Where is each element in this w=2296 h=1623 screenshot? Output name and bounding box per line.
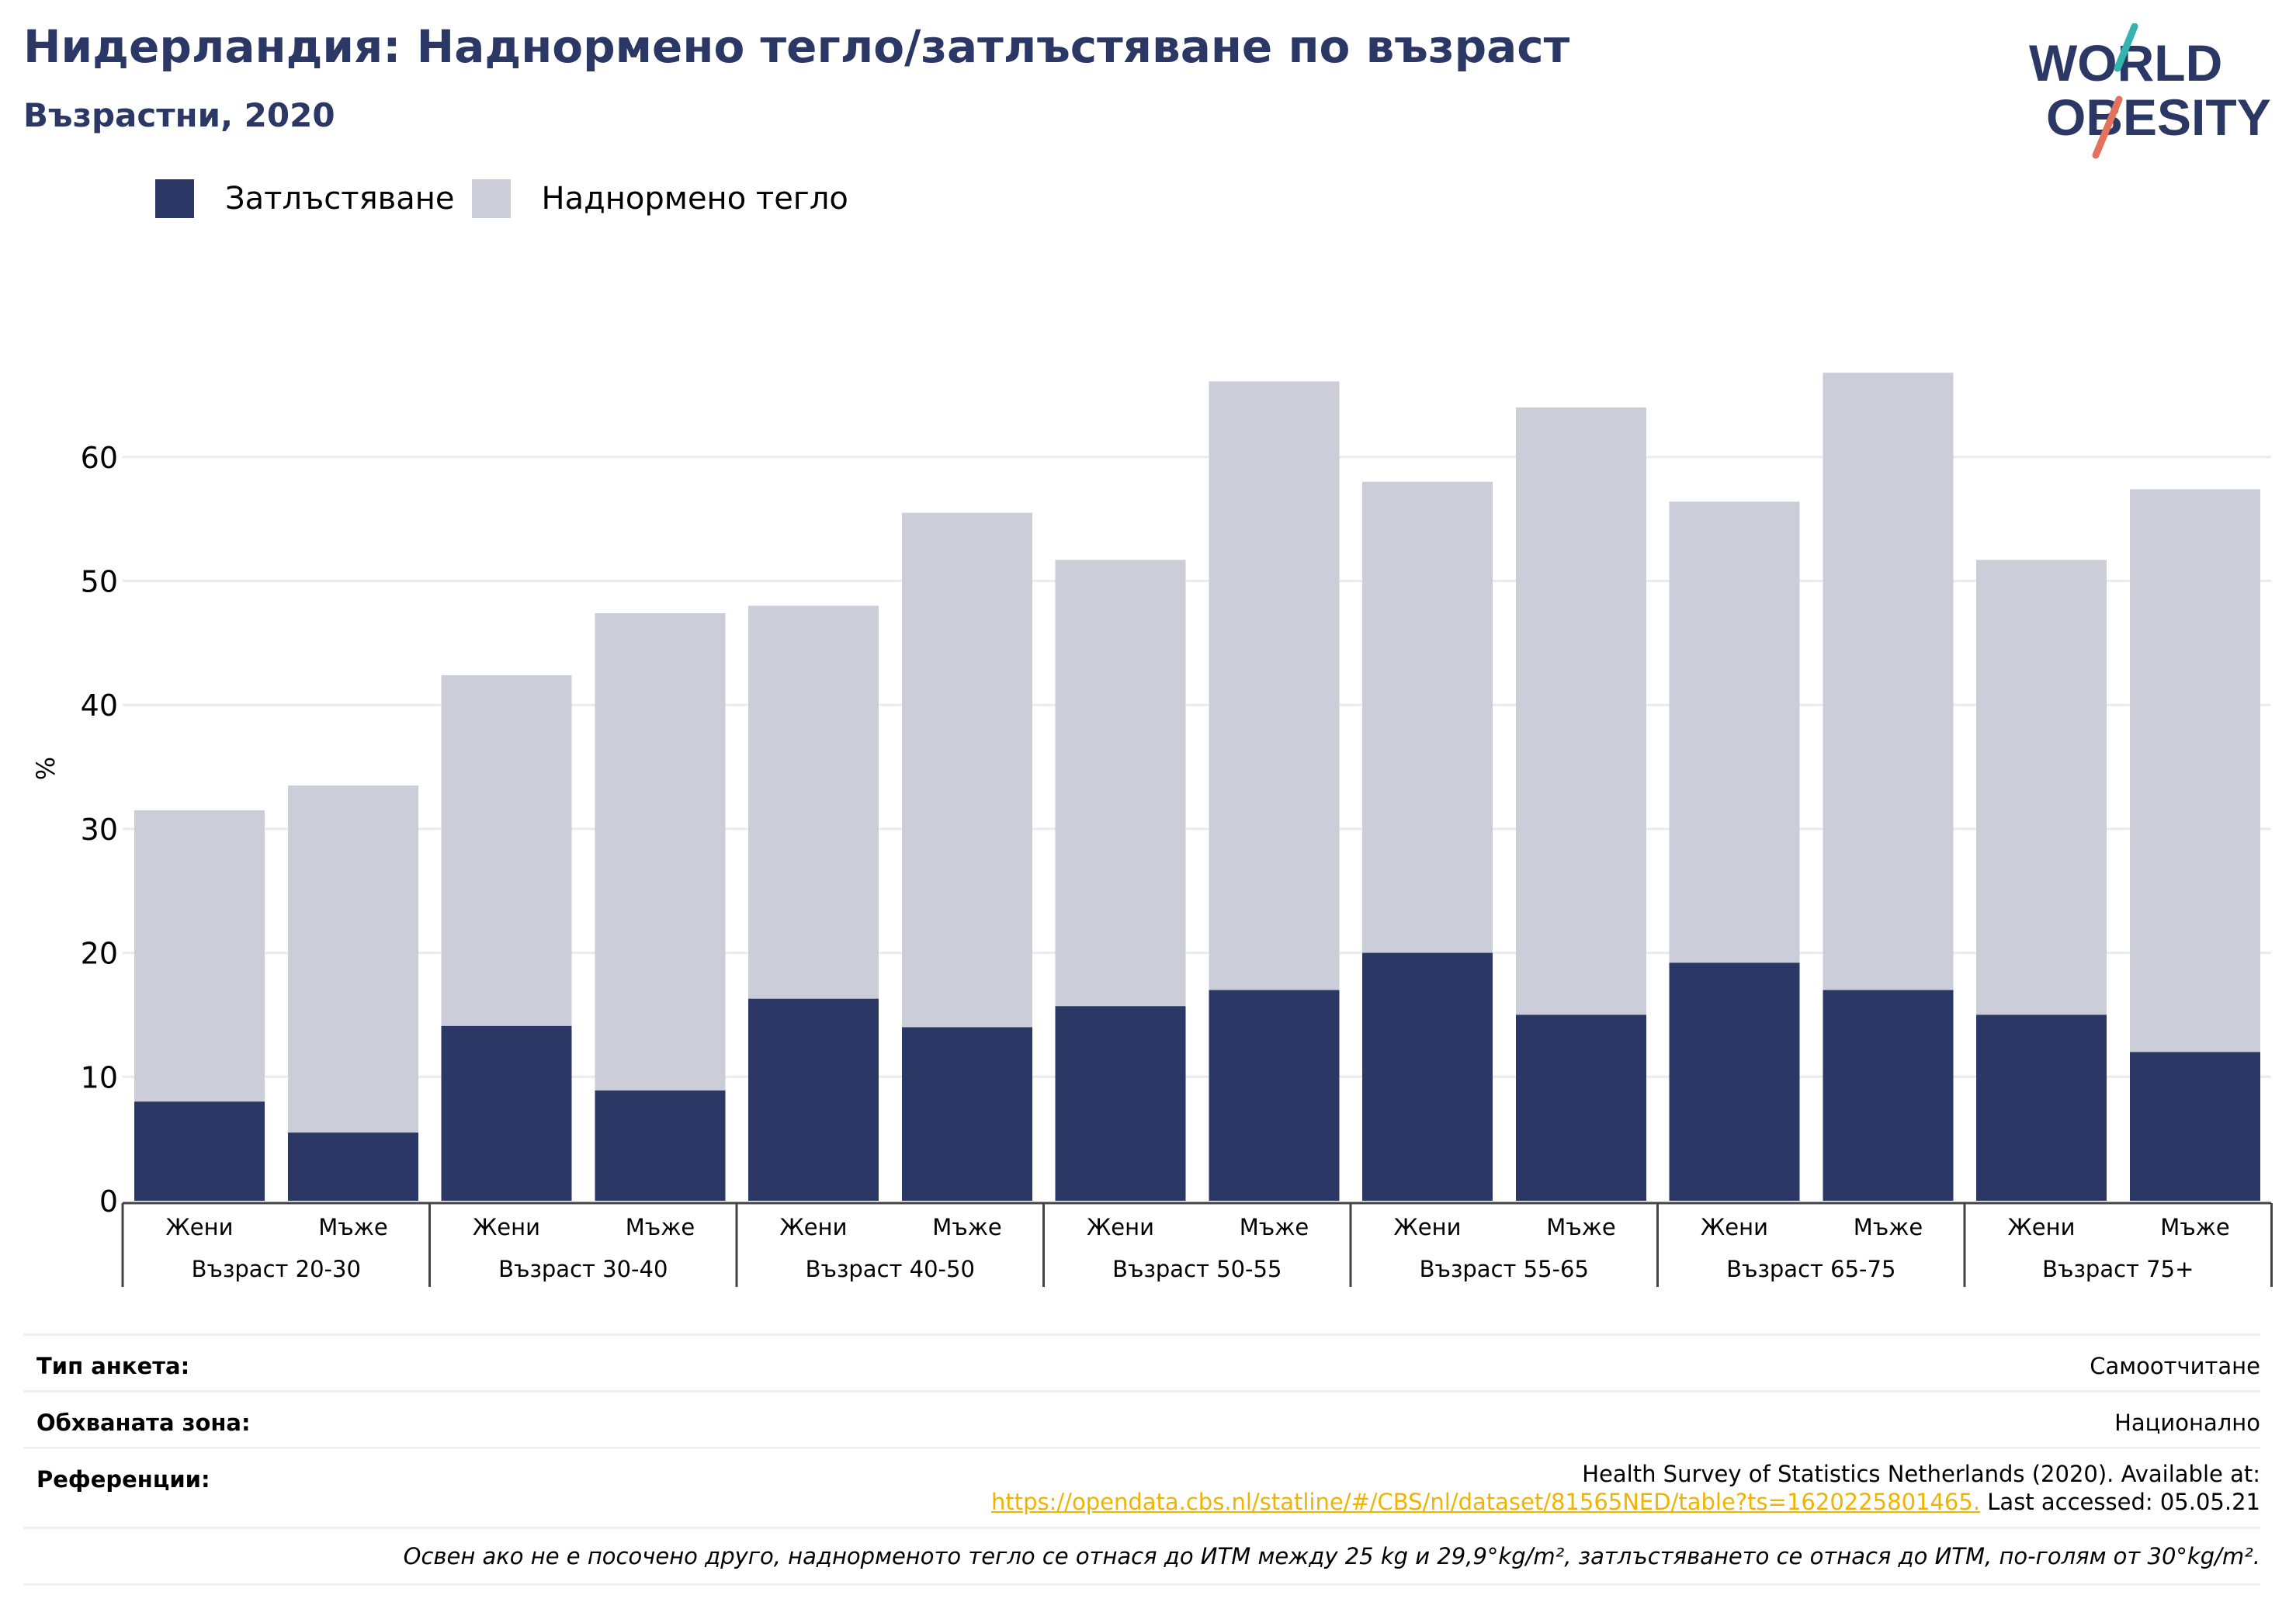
bar-obesity <box>902 1027 1032 1201</box>
bmi-definition-note: Освен ако не е посочено друго, наднормен… <box>403 1543 2260 1569</box>
bar-overweight <box>1823 373 1954 990</box>
x-tick-label-sex: Жени <box>1394 1214 1462 1240</box>
x-tick-label-sex: Жени <box>2008 1214 2076 1240</box>
x-tick-label-sex: Жени <box>1087 1214 1154 1240</box>
bar-obesity <box>1823 990 1954 1201</box>
bar-obesity <box>1516 1014 1646 1201</box>
survey-type-value: Самоотчитане <box>2090 1353 2260 1379</box>
bar-obesity <box>1209 990 1340 1201</box>
survey-type-label: Тип анкета: <box>36 1353 190 1379</box>
references-last-accessed: Last accessed: 05.05.21 <box>1980 1489 2260 1515</box>
bar-obesity <box>2130 1052 2260 1201</box>
chart-subtitle: Възрастни, 2020 <box>23 96 335 134</box>
x-tick-label-sex: Жени <box>166 1214 234 1240</box>
references-text: Health Survey of Statistics Netherlands … <box>1582 1461 2260 1487</box>
coverage-label: Обхваната зона: <box>36 1410 251 1436</box>
bar-overweight <box>902 512 1032 1028</box>
x-group-label: Възраст 40-50 <box>806 1256 975 1282</box>
references-label: Референции: <box>36 1466 210 1493</box>
footer-row-coverage: Обхваната зона: Национално <box>23 1390 2260 1447</box>
x-group-label: Възраст 55-65 <box>1420 1256 1589 1282</box>
bar-obesity <box>1055 1006 1186 1201</box>
x-tick-label-sex: Мъже <box>932 1214 1001 1240</box>
bar-overweight <box>134 810 265 1102</box>
bar-obesity <box>748 998 879 1201</box>
bar-obesity <box>134 1101 265 1201</box>
references-link[interactable]: https://opendata.cbs.nl/statline/#/CBS/n… <box>991 1489 1981 1515</box>
legend-swatch-obesity <box>155 179 194 218</box>
legend-item-obesity[interactable]: Затлъстяване <box>155 179 455 218</box>
bar-overweight <box>288 785 418 1133</box>
y-tick-label: 0 <box>99 1184 118 1219</box>
bar-overweight <box>1055 560 1186 1007</box>
footer-row-note: Освен ако не е посочено друго, наднормен… <box>23 1527 2260 1586</box>
bar-overweight <box>1669 501 1800 963</box>
bar-overweight <box>748 605 879 999</box>
bar-obesity <box>1362 952 1493 1201</box>
legend-item-overweight[interactable]: Наднормено тегло <box>471 179 848 218</box>
bar-obesity <box>1976 1014 2107 1201</box>
y-tick-label: 60 <box>81 441 118 475</box>
y-tick-label: 20 <box>81 937 118 971</box>
bar-overweight <box>1976 560 2107 1015</box>
bar-obesity <box>595 1090 726 1201</box>
x-group-label: Възраст 75+ <box>2042 1256 2194 1282</box>
bar-obesity <box>1669 962 1800 1201</box>
stacked-bar-chart: 0 10 20 30 40 50 60% Жени Мъже Жени Мъже Жени Мъже Же… <box>31 373 2273 1287</box>
x-group-label: Възраст 50-55 <box>1112 1256 1282 1282</box>
references-value: Health Survey of Statistics Netherlands … <box>991 1460 2260 1516</box>
x-tick-label-sex: Мъже <box>1854 1214 1923 1240</box>
legend-label-obesity: Затлъстяване <box>225 181 455 217</box>
x-tick-label-sex: Мъже <box>318 1214 387 1240</box>
x-tick-label-sex: Жени <box>780 1214 848 1240</box>
bar-overweight <box>1516 407 1646 1015</box>
y-tick-label: 50 <box>81 565 118 599</box>
x-group-label: Възраст 65-75 <box>1726 1256 1895 1282</box>
x-tick-label-sex: Жени <box>473 1214 540 1240</box>
bar-obesity <box>288 1132 418 1201</box>
logo-slash-coral <box>2092 95 2123 159</box>
references-link-line: https://opendata.cbs.nl/statline/#/CBS/n… <box>991 1488 2260 1516</box>
y-axis-label: % <box>31 757 61 780</box>
chart-footer: Тип анкета: Самоотчитане Обхваната зона:… <box>23 1333 2260 1586</box>
x-group-label: Възраст 20-30 <box>192 1256 361 1282</box>
bar-overweight <box>1362 481 1493 953</box>
x-tick-label-sex: Мъже <box>2160 1214 2229 1240</box>
bar-obesity <box>441 1025 572 1201</box>
y-tick-label: 40 <box>81 688 118 723</box>
bar-overweight <box>595 613 726 1091</box>
footer-row-references: Референции: Health Survey of Statistics … <box>23 1447 2260 1527</box>
x-tick-label-sex: Мъже <box>626 1214 695 1240</box>
coverage-value: Национално <box>2114 1410 2260 1436</box>
chart-title: Нидерландия: Наднормено тегло/затлъстява… <box>23 20 1570 73</box>
y-tick-label: 30 <box>81 813 118 847</box>
legend-label-overweight: Наднормено тегло <box>541 181 848 217</box>
bar-overweight <box>2130 489 2260 1053</box>
x-tick-label-sex: Жени <box>1701 1214 1768 1240</box>
chart-legend: Затлъстяване Наднормено тегло <box>155 177 865 220</box>
x-tick-label-sex: Мъже <box>1240 1214 1309 1240</box>
legend-swatch-overweight <box>471 179 511 218</box>
x-tick-label-sex: Мъже <box>1546 1214 1615 1240</box>
logo-text-obesity: OBESITY <box>2046 88 2271 146</box>
bar-overweight <box>1209 381 1340 990</box>
footer-row-survey-type: Тип анкета: Самоотчитане <box>23 1333 2260 1390</box>
logo-slash-teal <box>2114 23 2138 72</box>
bar-overweight <box>441 675 572 1026</box>
y-tick-label: 10 <box>81 1060 118 1094</box>
world-obesity-logo: WORLD OBESITY <box>2029 23 2271 159</box>
x-group-label: Възраст 30-40 <box>498 1256 668 1282</box>
